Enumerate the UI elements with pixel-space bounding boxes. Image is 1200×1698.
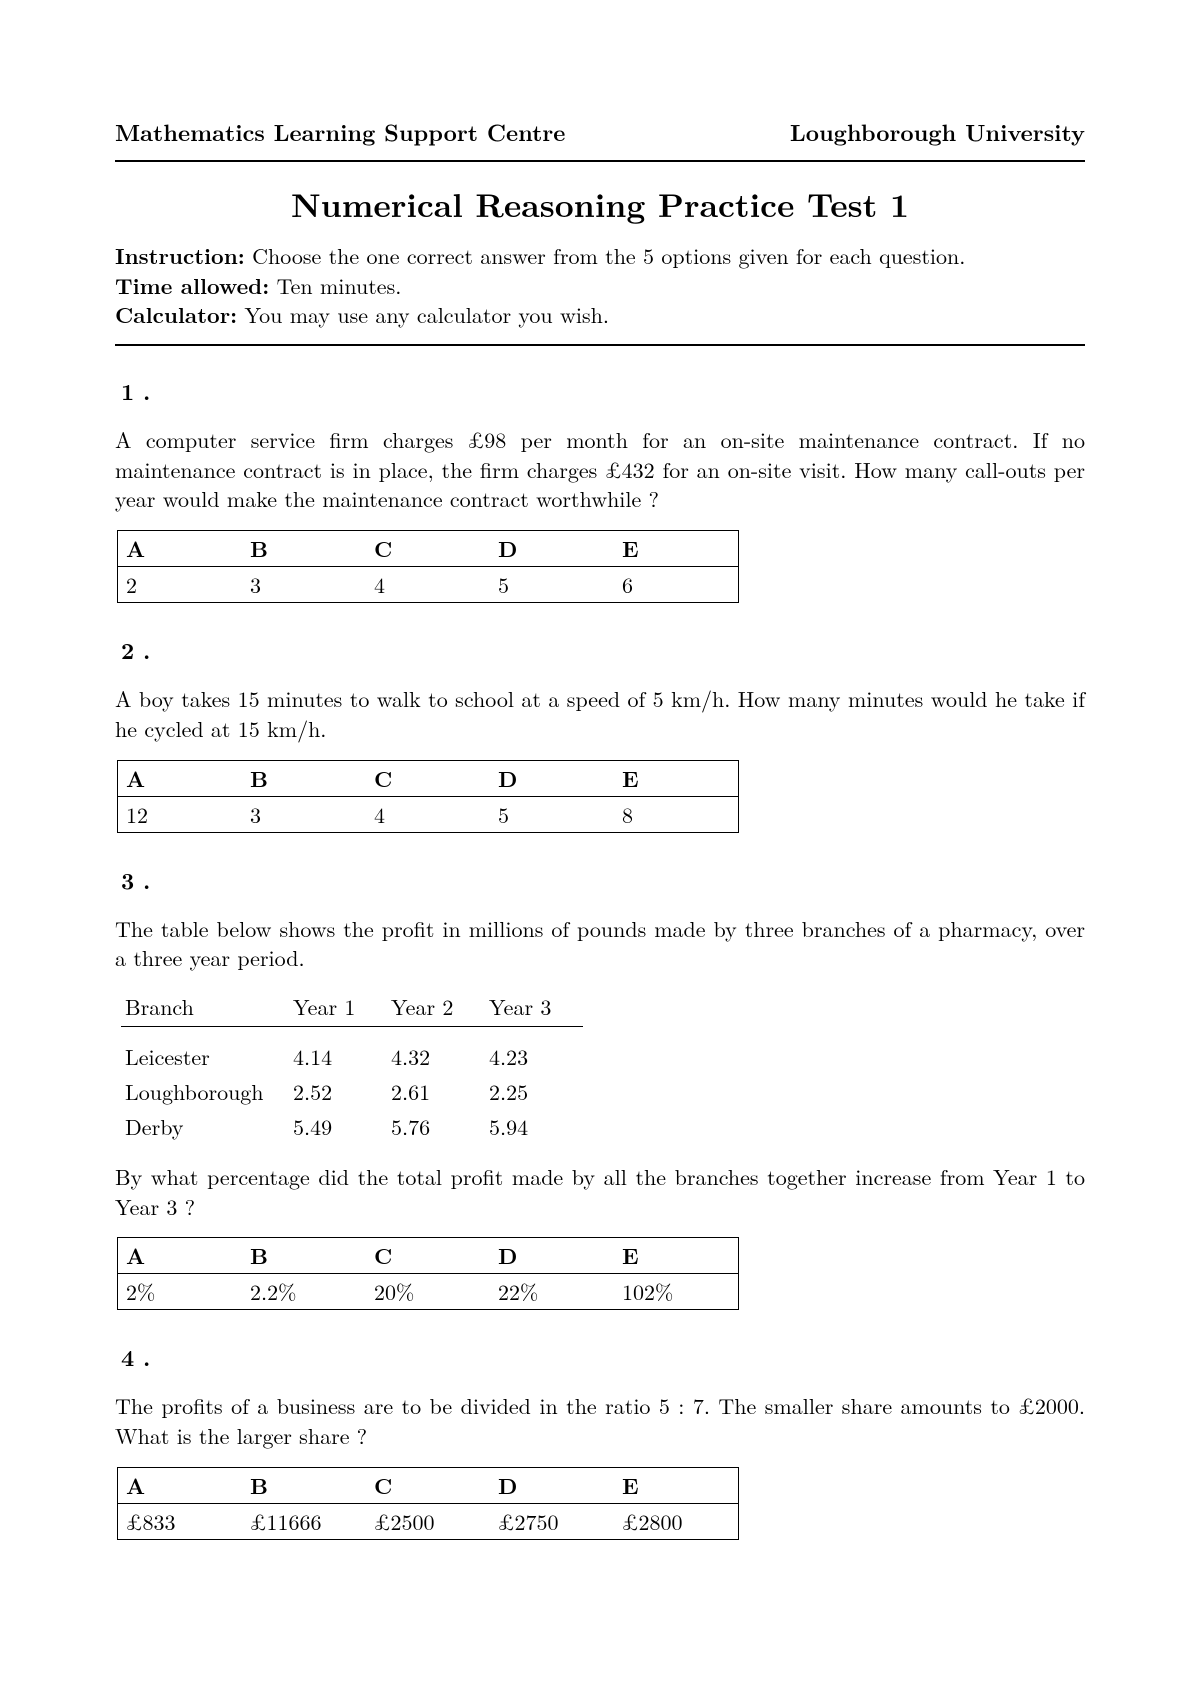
data-col-header: Year 2 xyxy=(387,989,485,1027)
data-col-header: Year 1 xyxy=(289,989,387,1027)
option-value: £2750 xyxy=(490,1503,614,1539)
option-value: 6 xyxy=(614,567,739,603)
table-row: Leicester 4.14 4.32 4.23 xyxy=(121,1026,583,1074)
data-cell: 4.14 xyxy=(289,1026,387,1074)
option-header: A xyxy=(118,760,243,796)
data-cell: 5.49 xyxy=(289,1109,387,1144)
question-3: 3 . The table below shows the profit in … xyxy=(115,863,1085,1311)
data-cell: 5.76 xyxy=(387,1109,485,1144)
calculator-label: Calculator: xyxy=(115,299,237,330)
option-value: 4 xyxy=(366,567,490,603)
option-value: £2800 xyxy=(614,1503,739,1539)
profit-data-table: Branch Year 1 Year 2 Year 3 Leicester 4.… xyxy=(121,989,583,1144)
option-value: 8 xyxy=(614,796,739,832)
option-value: £2500 xyxy=(366,1503,490,1539)
header-rule xyxy=(115,160,1085,162)
question-text: The profits of a business are to be divi… xyxy=(115,1391,1085,1450)
page-header: Mathematics Learning Support Centre Loug… xyxy=(115,115,1085,148)
page-title: Numerical Reasoning Practice Test 1 xyxy=(115,180,1085,227)
header-right: Loughborough University xyxy=(790,115,1085,148)
option-value: 12 xyxy=(118,796,243,832)
option-header: C xyxy=(366,1467,490,1503)
answer-options-q3: A B C D E 2% 2.2% 20% 22% 102% xyxy=(117,1237,739,1310)
header-left: Mathematics Learning Support Centre xyxy=(115,115,565,148)
question-number: 2 . xyxy=(121,633,1085,666)
option-header: A xyxy=(118,1467,243,1503)
data-cell: 2.52 xyxy=(289,1074,387,1109)
option-header: A xyxy=(118,531,243,567)
question-2: 2 . A boy takes 15 minutes to walk to sc… xyxy=(115,633,1085,832)
time-text: Ten minutes. xyxy=(277,270,402,301)
option-value: 4 xyxy=(366,796,490,832)
option-header: E xyxy=(614,531,739,567)
option-value: 102% xyxy=(614,1274,739,1310)
answer-options-q2: A B C D E 12 3 4 5 8 xyxy=(117,760,739,833)
option-header: B xyxy=(242,531,366,567)
table-row: Derby 5.49 5.76 5.94 xyxy=(121,1109,583,1144)
instruction-label: Instruction: xyxy=(115,240,245,271)
question-number: 4 . xyxy=(121,1340,1085,1373)
option-header: D xyxy=(490,1467,614,1503)
instruction-line: Instruction: Choose the one correct answ… xyxy=(115,241,1085,271)
instructions-rule xyxy=(115,344,1085,346)
data-cell: 4.32 xyxy=(387,1026,485,1074)
page: Mathematics Learning Support Centre Loug… xyxy=(0,0,1200,1698)
data-cell: 2.61 xyxy=(387,1074,485,1109)
instruction-text: Choose the one correct answer from the 5… xyxy=(252,240,965,271)
table-row: Loughborough 2.52 2.61 2.25 xyxy=(121,1074,583,1109)
option-header: D xyxy=(490,531,614,567)
question-4: 4 . The profits of a business are to be … xyxy=(115,1340,1085,1539)
option-header: D xyxy=(490,1238,614,1274)
answer-options-q1: A B C D E 2 3 4 5 6 xyxy=(117,530,739,603)
option-value: 3 xyxy=(242,567,366,603)
data-cell: 5.94 xyxy=(485,1109,583,1144)
data-cell: 4.23 xyxy=(485,1026,583,1074)
option-header: E xyxy=(614,760,739,796)
option-value: 3 xyxy=(242,796,366,832)
option-value: £11666 xyxy=(242,1503,366,1539)
option-value: 2.2% xyxy=(242,1274,366,1310)
option-header: C xyxy=(366,531,490,567)
option-value: £833 xyxy=(118,1503,243,1539)
option-header: D xyxy=(490,760,614,796)
calculator-text: You may use any calculator you wish. xyxy=(244,299,609,330)
option-value: 22% xyxy=(490,1274,614,1310)
option-header: A xyxy=(118,1238,243,1274)
data-col-header: Branch xyxy=(121,989,289,1027)
option-header: C xyxy=(366,760,490,796)
question-1: 1 . A computer service firm charges £98 … xyxy=(115,374,1085,603)
data-cell: Leicester xyxy=(121,1026,289,1074)
instructions-block: Instruction: Choose the one correct answ… xyxy=(115,241,1085,330)
option-header: B xyxy=(242,760,366,796)
time-label: Time allowed: xyxy=(115,270,269,301)
option-value: 5 xyxy=(490,567,614,603)
calculator-line: Calculator: You may use any calculator y… xyxy=(115,300,1085,330)
option-header: E xyxy=(614,1238,739,1274)
question-text: A boy takes 15 minutes to walk to school… xyxy=(115,684,1085,743)
question-number: 3 . xyxy=(121,863,1085,896)
option-header: E xyxy=(614,1467,739,1503)
option-value: 2% xyxy=(118,1274,243,1310)
option-value: 2 xyxy=(118,567,243,603)
option-header: C xyxy=(366,1238,490,1274)
data-cell: Loughborough xyxy=(121,1074,289,1109)
question-text: A computer service firm charges £98 per … xyxy=(115,425,1085,514)
option-value: 20% xyxy=(366,1274,490,1310)
option-value: 5 xyxy=(490,796,614,832)
time-line: Time allowed: Ten minutes. xyxy=(115,271,1085,301)
data-cell: Derby xyxy=(121,1109,289,1144)
question-number: 1 . xyxy=(121,374,1085,407)
option-header: B xyxy=(242,1238,366,1274)
data-cell: 2.25 xyxy=(485,1074,583,1109)
question-text-b: By what percentage did the total profit … xyxy=(115,1162,1085,1221)
question-text-a: The table below shows the profit in mill… xyxy=(115,914,1085,973)
answer-options-q4: A B C D E £833 £11666 £2500 £2750 £2800 xyxy=(117,1467,739,1540)
data-col-header: Year 3 xyxy=(485,989,583,1027)
option-header: B xyxy=(242,1467,366,1503)
